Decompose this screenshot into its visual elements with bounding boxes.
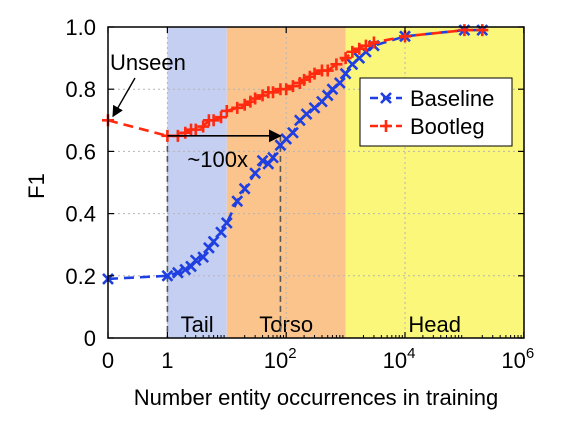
annotation-unseen: Unseen [110, 50, 186, 75]
legend-label-bootleg: Bootleg [410, 114, 485, 139]
data-point-baseline [333, 77, 346, 89]
data-point-bootleg [215, 111, 228, 124]
data-point-bootleg [359, 39, 372, 52]
x-tick-exponent: 2 [288, 345, 296, 362]
data-point-bootleg [321, 64, 334, 77]
legend: Baseline Bootleg [359, 77, 513, 147]
y-tick-label: 1.0 [65, 15, 96, 40]
y-axis-title: F1 [24, 173, 49, 199]
data-point-bootleg [220, 104, 233, 117]
data-point-baseline [179, 263, 192, 276]
region-label-tail: Tail [181, 312, 214, 337]
data-point-bootleg [286, 80, 299, 93]
x-tick-label: 104 [383, 345, 416, 373]
legend-box [359, 77, 513, 147]
x-tick-exponent: 6 [526, 345, 534, 362]
reference-lines [166, 135, 282, 338]
y-tick-label: 0.6 [65, 139, 96, 164]
x-tick-label: 0 [102, 348, 114, 373]
legend-label-baseline: Baseline [410, 86, 494, 111]
annotation-100x: ~100x [187, 147, 248, 172]
legend-marker-baseline [380, 92, 392, 104]
data-point-baseline [339, 67, 352, 80]
data-point-bootleg [280, 83, 293, 96]
data-point-bootleg [476, 24, 489, 37]
data-point-bootleg [231, 101, 244, 114]
data-point-baseline [287, 126, 299, 139]
data-point-baseline [238, 182, 251, 195]
y-tick-label: 0 [84, 326, 96, 351]
data-point-baseline [171, 266, 184, 279]
data-point-bootleg [353, 42, 366, 55]
data-point-baseline [256, 154, 269, 167]
data-point-baseline [231, 195, 244, 208]
data-point-baseline [267, 151, 279, 164]
y-ticks: 0 0.2 0.4 0.6 0.8 1.0 [65, 15, 524, 351]
data-point-bootleg [458, 24, 471, 37]
y-tick-label: 0.8 [65, 77, 96, 102]
x-tick-label: 1 [161, 348, 173, 373]
y-tick-label: 0.4 [65, 202, 96, 227]
data-point-baseline [207, 235, 220, 248]
x-tick-label: 106 [501, 345, 534, 373]
data-point-bootleg [267, 86, 280, 99]
x-axis-title: Number entity occurrences in training [134, 385, 498, 410]
plot-frame [107, 26, 525, 339]
data-point-bootleg [339, 52, 352, 65]
region-label-head: Head [408, 312, 461, 337]
annotations-layer: Unseen ~100x [110, 50, 282, 172]
data-point-bootleg [308, 67, 321, 80]
data-point-bootleg [367, 36, 380, 49]
data-point-baseline [220, 217, 233, 229]
legend-marker-bootleg [380, 120, 392, 132]
data-point-baseline [197, 251, 210, 264]
x-tick-label: 102 [264, 345, 297, 373]
data-point-baseline [161, 269, 174, 282]
legend-item-baseline: Baseline [370, 86, 494, 111]
y-tick-label: 0.2 [65, 264, 96, 289]
annotation-arrow-unseen [112, 77, 136, 118]
x-tick-exponent: 4 [407, 345, 415, 362]
region-tail [167, 27, 227, 338]
region-head [345, 27, 524, 338]
data-point-bootleg [189, 123, 202, 136]
data-point-bootleg [207, 114, 220, 127]
series-layer [102, 24, 489, 285]
legend-item-bootleg: Bootleg [370, 114, 485, 139]
data-point-bootleg [346, 45, 359, 58]
data-point-baseline [189, 254, 202, 267]
data-point-bootleg [197, 120, 210, 133]
data-point-baseline [249, 167, 262, 180]
data-point-bootleg [249, 92, 262, 105]
series-baseline [102, 24, 489, 285]
data-point-bootleg [330, 58, 343, 71]
data-point-baseline [215, 226, 227, 239]
series-bootleg [102, 24, 489, 142]
